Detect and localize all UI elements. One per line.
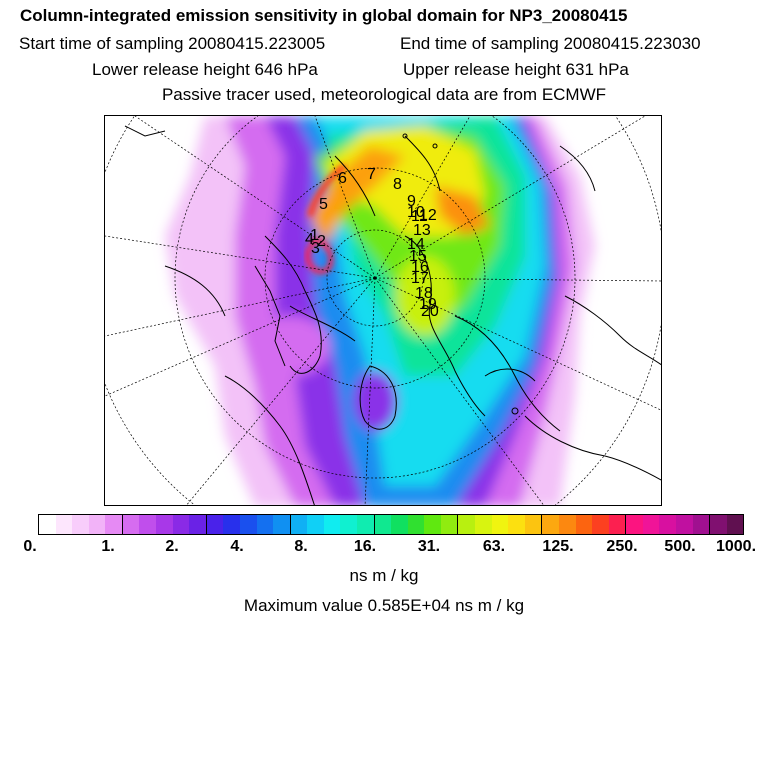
upper-release-height: Upper release height 631 hPa <box>403 60 629 79</box>
point-label-12: 12 <box>419 207 437 224</box>
color-swatch <box>189 515 207 534</box>
color-swatch <box>88 515 106 534</box>
color-swatch <box>440 515 459 534</box>
tick-label: 250. <box>606 538 638 555</box>
color-swatch <box>608 515 627 534</box>
plot-title: Column-integrated emission sensitivity i… <box>20 6 628 25</box>
point-label-4: 4 <box>305 231 314 248</box>
point-label-19: 19 <box>419 296 437 313</box>
tracer-note: Passive tracer used, meteorological data… <box>161 85 607 104</box>
color-swatch <box>374 515 392 534</box>
graticule <box>105 116 661 505</box>
tick-label: 63. <box>482 538 506 555</box>
color-swatch <box>424 515 441 534</box>
point-label-3: 3 <box>311 240 320 257</box>
color-swatch <box>206 515 224 534</box>
tick-label: 1. <box>101 538 115 555</box>
color-swatch <box>675 515 693 534</box>
tick-label: 1000. <box>715 538 757 555</box>
color-swatch <box>524 515 543 534</box>
end-time: End time of sampling 20080415.223030 <box>400 34 701 53</box>
point-label-9: 9 <box>407 193 416 210</box>
point-label-13: 13 <box>413 222 431 239</box>
color-swatch <box>223 515 240 534</box>
color-swatch <box>692 515 711 534</box>
color-swatch <box>626 515 643 534</box>
map-graphic: 1 2 3 4 5 6 7 8 9 10 11 12 13 14 15 16 1… <box>105 116 661 505</box>
color-swatch <box>290 515 308 534</box>
sensitivity-field <box>165 116 595 505</box>
color-swatch <box>72 515 89 534</box>
tick-label: 500. <box>664 538 696 555</box>
point-label-18: 18 <box>415 285 433 302</box>
sensitivity-hotspot <box>305 163 347 275</box>
color-swatch <box>592 515 609 534</box>
point-label-10: 10 <box>407 204 425 221</box>
tick-label: 8. <box>294 538 308 555</box>
color-swatch <box>710 515 727 534</box>
point-label-15: 15 <box>409 248 427 265</box>
point-label-5: 5 <box>319 196 328 213</box>
color-swatch <box>55 515 73 534</box>
color-swatch <box>407 515 425 534</box>
color-swatch <box>307 515 324 534</box>
color-swatch <box>239 515 257 534</box>
point-label-14: 14 <box>407 236 425 253</box>
color-swatch <box>122 515 140 534</box>
tick-label: 16. <box>353 538 377 555</box>
point-label-20: 20 <box>421 303 439 320</box>
color-swatch <box>356 515 375 534</box>
point-label-8: 8 <box>393 176 402 193</box>
point-label-17: 17 <box>411 270 429 287</box>
color-swatch <box>39 515 56 534</box>
color-scale-ticks: 0. 1. 2. 4. 8. 16. 31. 63. 125. 250. 500… <box>0 538 768 558</box>
color-swatch <box>491 515 509 534</box>
color-swatch <box>139 515 157 534</box>
tick-label: 2. <box>165 538 179 555</box>
color-swatch <box>323 515 341 534</box>
color-swatch <box>256 515 274 534</box>
maximum-value: Maximum value 0.585E+04 ns m / kg <box>243 596 525 615</box>
color-swatch <box>642 515 660 534</box>
point-label-11: 11 <box>411 208 428 225</box>
color-swatch <box>475 515 492 534</box>
color-scale-units: ns m / kg <box>349 566 419 585</box>
point-label-7: 7 <box>367 166 376 183</box>
color-swatch <box>156 515 173 534</box>
color-swatch <box>726 515 744 534</box>
tick-label: 0. <box>23 538 37 555</box>
point-label-2: 2 <box>317 233 326 250</box>
start-time: Start time of sampling 20080415.223005 <box>19 34 326 53</box>
color-scale-bar <box>38 514 744 535</box>
color-swatch <box>659 515 676 534</box>
emission-sensitivity-map: 1 2 3 4 5 6 7 8 9 10 11 12 13 14 15 16 1… <box>104 115 662 506</box>
color-swatch <box>172 515 190 534</box>
color-swatch <box>273 515 291 534</box>
point-label-16: 16 <box>411 259 429 276</box>
point-label-6: 6 <box>338 170 347 187</box>
tick-label: 4. <box>230 538 244 555</box>
color-swatch <box>391 515 408 534</box>
color-swatch <box>558 515 576 534</box>
color-swatch <box>340 515 357 534</box>
color-swatch <box>508 515 525 534</box>
tick-label: 125. <box>542 538 574 555</box>
tick-label: 31. <box>417 538 441 555</box>
trajectory-point-labels: 1 2 3 4 5 6 7 8 9 10 11 12 13 14 15 16 1… <box>305 166 439 320</box>
color-swatch <box>575 515 593 534</box>
color-swatch <box>458 515 476 534</box>
color-swatch <box>105 515 123 534</box>
point-label-1: 1 <box>310 227 319 244</box>
color-swatch <box>542 515 559 534</box>
coastlines <box>124 125 661 505</box>
lower-release-height: Lower release height 646 hPa <box>92 60 318 79</box>
